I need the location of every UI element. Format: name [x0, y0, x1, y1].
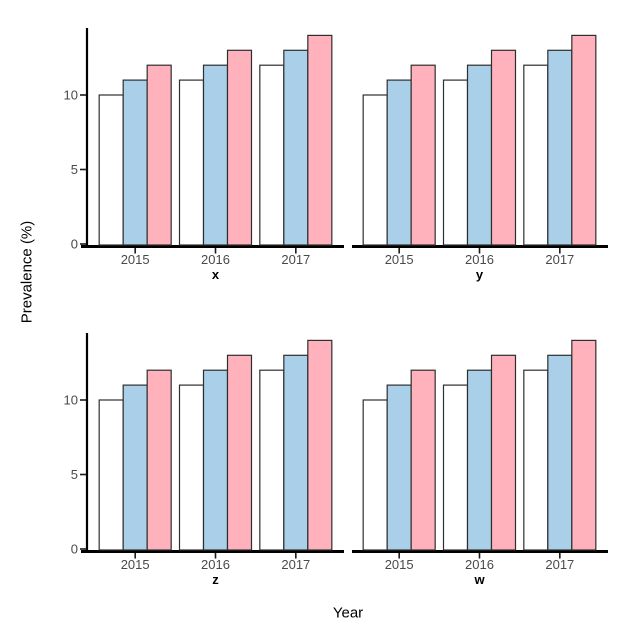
bar-x-2017-series-2-blue	[283, 49, 309, 246]
bar-z-2015-series-3-pink	[146, 369, 172, 551]
bar-y-2017-series-3-pink	[571, 34, 597, 246]
bar-w-2015-series-1-white	[362, 399, 388, 551]
bar-y-2016-series-1-white	[442, 79, 469, 246]
bar-x-2016-series-1-white	[178, 79, 205, 246]
bar-x-2015-series-3-pink	[146, 64, 172, 246]
bar-z-2015-series-1-white	[98, 399, 124, 551]
bar-z-2017-series-3-pink	[307, 339, 333, 551]
x-tick-label-z-2017: 2017	[281, 557, 310, 572]
bar-y-2017-series-1-white	[523, 64, 549, 246]
bar-w-2016-series-3-pink	[490, 354, 517, 551]
bar-y-2015-series-1-white	[362, 94, 388, 246]
bar-w-2017-series-3-pink	[571, 339, 597, 551]
bar-y-2016-series-2-blue	[466, 64, 493, 246]
x-tick-label-y-2017: 2017	[545, 252, 574, 267]
facet-label-x: x	[212, 267, 220, 282]
x-tick-label-w-2017: 2017	[545, 557, 574, 572]
y-axis-title: Prevalence (%)	[18, 220, 36, 324]
bar-z-2017-series-1-white	[259, 369, 285, 551]
x-tick-label-y-2016: 2016	[465, 252, 494, 267]
bar-x-2017-series-3-pink	[307, 34, 333, 246]
facet-label-y: y	[476, 267, 484, 282]
bar-w-2017-series-1-white	[523, 369, 549, 551]
bar-x-2015-series-2-blue	[122, 79, 148, 246]
facet-label-z: z	[212, 572, 219, 587]
bar-x-2016-series-3-pink	[226, 49, 253, 246]
y-tick-label-x: 5	[71, 162, 78, 177]
x-tick-label-y-2015: 2015	[385, 252, 414, 267]
bar-w-2015-series-3-pink	[410, 369, 436, 551]
bar-z-2016-series-3-pink	[226, 354, 253, 551]
bar-z-2016-series-1-white	[178, 384, 205, 551]
bar-z-2016-series-2-blue	[202, 369, 229, 551]
y-tick-label-x: 10	[64, 88, 78, 103]
bar-w-2017-series-2-blue	[547, 354, 573, 551]
x-tick-label-w-2016: 2016	[465, 557, 494, 572]
bar-x-2016-series-2-blue	[202, 64, 229, 246]
bar-w-2016-series-1-white	[442, 384, 469, 551]
x-tick-label-x-2017: 2017	[281, 252, 310, 267]
x-axis-title: Year	[332, 604, 364, 622]
y-tick-label-z: 0	[71, 542, 78, 557]
bar-y-2017-series-2-blue	[547, 49, 573, 246]
x-tick-label-z-2016: 2016	[201, 557, 230, 572]
bar-x-2015-series-1-white	[98, 94, 124, 246]
x-tick-label-w-2015: 2015	[385, 557, 414, 572]
x-tick-label-x-2015: 2015	[121, 252, 150, 267]
bar-y-2015-series-3-pink	[410, 64, 436, 246]
bar-x-2017-series-1-white	[259, 64, 285, 246]
bar-w-2016-series-2-blue	[466, 369, 493, 551]
x-tick-label-z-2015: 2015	[121, 557, 150, 572]
bar-z-2017-series-2-blue	[283, 354, 309, 551]
y-tick-label-z: 10	[64, 393, 78, 408]
bar-y-2016-series-3-pink	[490, 49, 517, 246]
bar-y-2015-series-2-blue	[386, 79, 412, 246]
y-tick-label-x: 0	[71, 237, 78, 252]
bar-w-2015-series-2-blue	[386, 384, 412, 551]
bar-z-2015-series-2-blue	[122, 384, 148, 551]
y-tick-label-z: 5	[71, 467, 78, 482]
x-tick-label-x-2016: 2016	[201, 252, 230, 267]
facet-label-w: w	[473, 572, 485, 587]
